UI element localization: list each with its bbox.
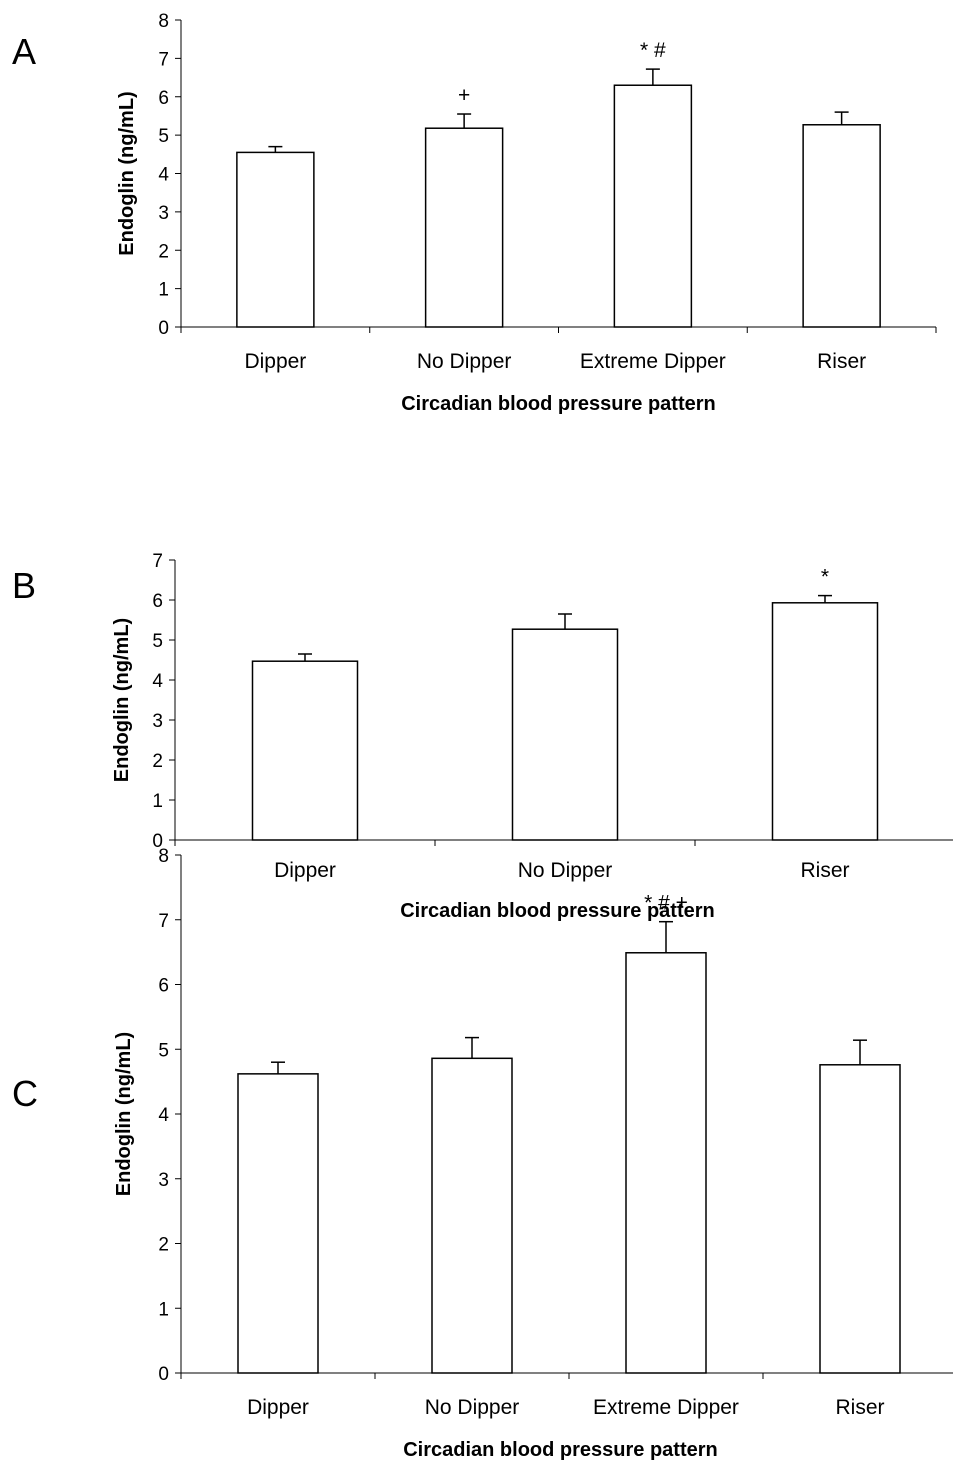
panel-a-category-label: Riser xyxy=(817,350,866,373)
panel-a-y-tick-label: 6 xyxy=(158,88,169,109)
panel-c-category-label: Riser xyxy=(835,1396,884,1419)
panel-c-y-tick-label: 5 xyxy=(158,1040,169,1061)
panel-a-bar xyxy=(236,151,315,328)
panel-b-category-label: No Dipper xyxy=(518,859,613,882)
panel-c-y-tick-label: 2 xyxy=(158,1235,169,1256)
panel-b-category-label: Riser xyxy=(800,859,849,882)
panel-c-y-tick-label: 8 xyxy=(158,846,169,867)
panel-b-y-tick-label: 5 xyxy=(152,631,163,652)
panel-a-y-tick-label: 8 xyxy=(158,11,169,32)
panel-b-y-tick-label: 2 xyxy=(152,751,163,772)
panel-a-significance-label: + xyxy=(458,84,470,107)
panel-c-y-tick-label: 3 xyxy=(158,1170,169,1191)
panel-c-y-tick-label: 0 xyxy=(158,1364,169,1385)
panel-a-category-label: Dipper xyxy=(244,350,306,373)
panel-a-bar xyxy=(802,124,881,328)
panel-a-y-tick-label: 3 xyxy=(158,203,169,224)
panel-c-letter: C xyxy=(12,1073,38,1114)
panel-b-y-tick-label: 7 xyxy=(152,551,163,572)
panel-c-y-tick-label: 4 xyxy=(158,1105,169,1126)
panel-a-bar xyxy=(613,84,693,328)
panel-a-y-tick-label: 4 xyxy=(158,165,169,186)
panel-b-significance-label: * xyxy=(821,566,829,589)
panel-a-x-axis-title: Circadian blood pressure pattern xyxy=(401,393,716,415)
panel-c-bar xyxy=(431,1057,513,1374)
panel-b-y-tick-label: 1 xyxy=(152,791,163,812)
panel-b-bar xyxy=(771,602,879,841)
panel-a-category-label: No Dipper xyxy=(417,350,512,373)
panel-c-x-axis-title: Circadian blood pressure pattern xyxy=(403,1439,718,1461)
panel-c-y-tick-label: 1 xyxy=(158,1299,169,1320)
panel-b-y-axis-title: Endoglin (ng/mL) xyxy=(111,618,133,782)
panel-c-y-tick-label: 6 xyxy=(158,976,169,997)
panel-b-category-label: Dipper xyxy=(274,859,336,882)
panel-c-bar xyxy=(625,952,707,1374)
panel-a-bar xyxy=(424,127,504,328)
panel-b-y-tick-label: 6 xyxy=(152,591,163,612)
panel-c-bar xyxy=(819,1064,901,1374)
panel-a-y-tick-label: 2 xyxy=(158,241,169,262)
panel-a-y-tick-label: 5 xyxy=(158,126,169,147)
panel-a-significance-label: * # xyxy=(640,39,666,62)
panel-c-y-tick-label: 7 xyxy=(158,911,169,932)
panel-a-y-tick-label: 7 xyxy=(158,49,169,70)
panel-c-significance-label: * # + xyxy=(644,892,688,915)
panel-c-category-label: Extreme Dipper xyxy=(593,1396,739,1419)
panel-c-bar xyxy=(237,1073,319,1374)
panel-a-category-label: Extreme Dipper xyxy=(580,350,726,373)
panel-a-y-tick-label: 1 xyxy=(158,280,169,301)
panel-b-letter: B xyxy=(12,565,36,606)
panel-c-category-label: Dipper xyxy=(247,1396,309,1419)
panel-b-y-tick-label: 4 xyxy=(152,671,163,692)
panel-b-y-tick-label: 3 xyxy=(152,711,163,732)
panel-b-x-axis-title: Circadian blood pressure pattern xyxy=(400,900,715,922)
panel-b-bar xyxy=(251,660,359,841)
panel-b-y-tick-label: 0 xyxy=(152,831,163,852)
panel-a-y-tick-label: 0 xyxy=(158,318,169,339)
panel-b-bar xyxy=(511,628,619,841)
panel-c-category-label: No Dipper xyxy=(425,1396,520,1419)
panel-c-y-axis-title: Endoglin (ng/mL) xyxy=(113,1032,135,1196)
panel-a-y-axis-title: Endoglin (ng/mL) xyxy=(116,91,138,255)
panel-a-letter: A xyxy=(12,31,36,72)
